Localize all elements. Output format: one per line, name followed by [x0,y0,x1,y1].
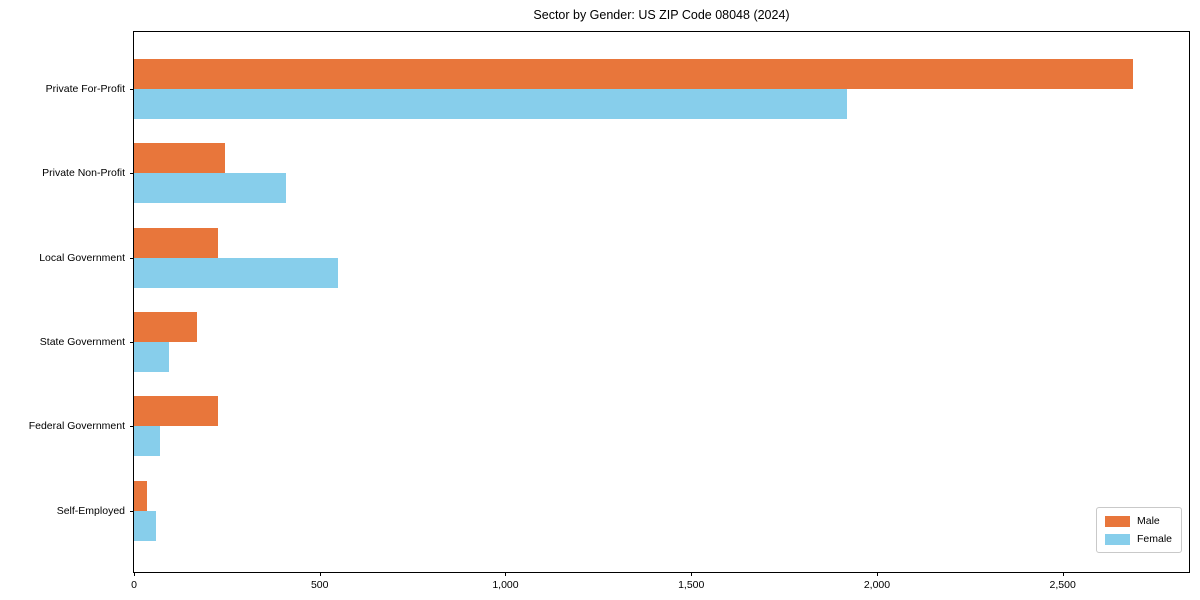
x-tick-label-1500: 1,500 [678,579,705,591]
y-tick-label-federal-government: Federal Government [28,420,125,433]
y-tick-label-private-for-profit: Private For-Profit [45,83,125,95]
y-tick-mark-private-non-profit [130,173,134,175]
y-tick-mark-self-employed [130,510,134,512]
x-tick-mark-500 [319,572,321,576]
bar-male-local-government [134,227,218,258]
plot-area: Private For-Profit Private Non-Profit Loca… [29,31,1190,591]
legend-item-male: Male [1104,515,1172,527]
y-tick-mark-local-government [130,257,134,259]
y-tick-mark-federal-government [130,426,134,428]
legend-swatch-male [1104,515,1130,527]
legend-label-male: Male [1136,515,1160,527]
x-tick-mark-2500 [1062,572,1064,576]
y-tick-mark-state-government [130,341,134,343]
bar-male-private-for-profit [134,59,1134,89]
y-tick-label-state-government: State Government [39,335,125,348]
y-tick-label-local-government: Local Government [39,251,125,264]
bar-male-self-employed [134,480,147,511]
x-tick-mark-1000 [505,572,507,576]
x-tick-label-1000: 1,000 [492,579,519,591]
x-tick-label-500: 500 [310,579,329,591]
bar-male-federal-government [134,396,218,427]
bar-male-state-government [134,311,198,342]
x-tick-mark-0 [134,572,135,576]
x-tick-label-2500: 2,500 [1049,579,1076,591]
bar-male-private-non-profit [134,143,225,174]
legend-item-female: Female [1104,533,1172,545]
legend-label-female: Female [1136,533,1172,545]
bar-female-private-for-profit [134,89,848,119]
chart-title: Sector by Gender: US ZIP Code 08048 (202… [533,8,790,22]
y-tick-label-self-employed: Self-Employed [56,504,125,517]
legend: Male Female [1095,507,1182,553]
x-tick-label-0: 0 [131,579,137,591]
y-tick-label-private-non-profit: Private Non-Profit [42,167,125,180]
x-tick-mark-1500 [691,572,693,576]
bar-female-self-employed [134,510,157,541]
legend-swatch-female [1104,533,1130,545]
x-tick-mark-2000 [876,572,878,576]
y-tick-mark-private-for-profit [130,89,134,90]
bar-female-state-government [134,341,170,372]
bar-female-federal-government [134,426,160,457]
bar-female-local-government [134,257,339,288]
bar-female-private-non-profit [134,173,287,204]
x-tick-label-2000: 2,000 [863,579,891,591]
